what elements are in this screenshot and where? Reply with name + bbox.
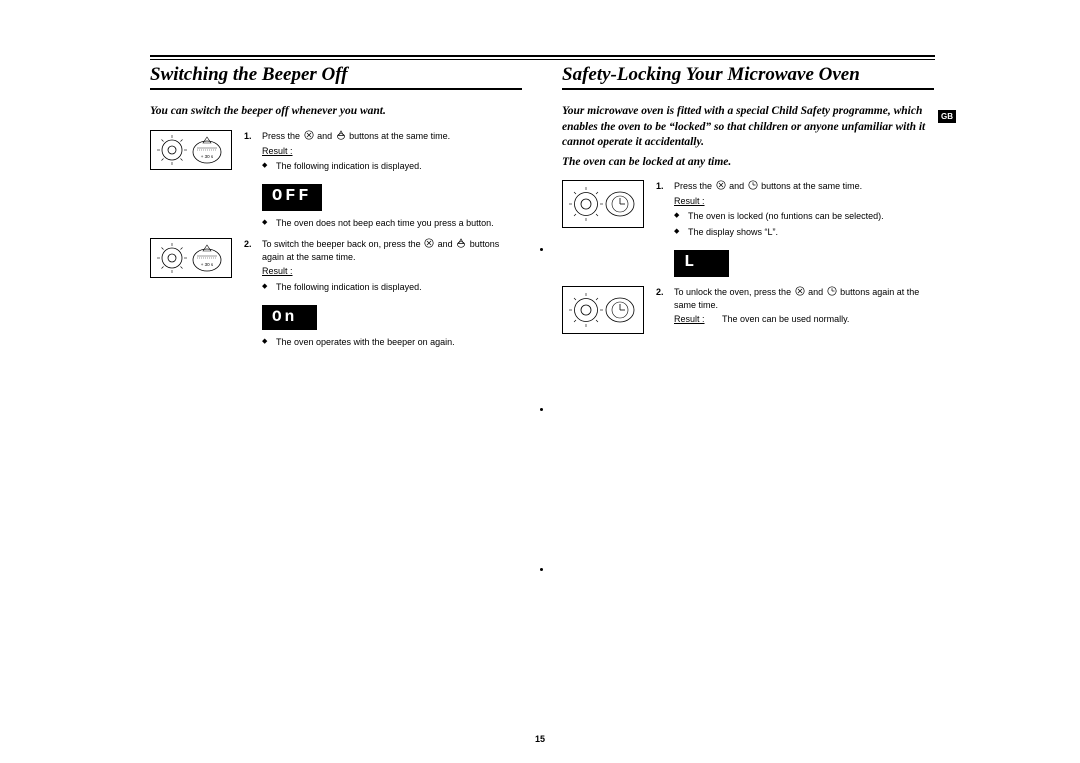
bullet-item: The following indication is displayed. xyxy=(262,281,522,293)
svg-text:+ 30 s: + 30 s xyxy=(201,154,214,159)
result-text: The oven can be used normally. xyxy=(722,313,934,325)
right-intro2: The oven can be locked at any time. xyxy=(562,155,934,171)
left-intro: You can switch the beeper off whenever y… xyxy=(150,104,522,120)
bullet-list: The oven operates with the beeper on aga… xyxy=(262,336,522,348)
left-lcd-off-row: OFF The oven does not beep each time you… xyxy=(150,181,522,232)
text-fragment: Press the xyxy=(262,131,300,141)
bullet-item: The following indication is displayed. xyxy=(262,160,522,172)
stop-cancel-icon xyxy=(795,286,805,299)
text-fragment: To switch the beeper back on, press the xyxy=(262,239,421,249)
page-content: Switching the Beeper Off You can switch … xyxy=(150,55,935,357)
svg-text:+ 30 s: + 30 s xyxy=(201,262,214,267)
left-step2-row: + 30 s 2. To switch the beeper back on, … xyxy=(150,238,522,296)
step-number: 1. xyxy=(656,180,674,207)
step-number: 1. xyxy=(244,130,262,157)
stop-cancel-icon xyxy=(424,238,434,251)
result-label: Result : xyxy=(262,265,293,277)
dial-panel-icon xyxy=(562,286,644,334)
start-icon xyxy=(456,238,466,251)
clock-icon xyxy=(827,286,837,299)
bullet-list: The oven is locked (no funtions can be s… xyxy=(674,210,934,237)
two-column-layout: Switching the Beeper Off You can switch … xyxy=(150,64,935,357)
right-lcd-l-row: L xyxy=(562,247,934,280)
text-fragment: and xyxy=(438,239,453,249)
stop-cancel-icon xyxy=(716,180,726,193)
right-step2-body: 2. To unlock the oven, press the and but… xyxy=(656,286,934,325)
step-number: 2. xyxy=(656,286,674,311)
left-step2-body: 2. To switch the beeper back on, press t… xyxy=(244,238,522,296)
bullet-item: The oven is locked (no funtions can be s… xyxy=(674,210,934,222)
bullet-item: The oven does not beep each time you pre… xyxy=(262,217,522,229)
right-intro1: Your microwave oven is fitted with a spe… xyxy=(562,104,934,151)
stop-cancel-icon xyxy=(304,130,314,143)
text-fragment: buttons at the same time. xyxy=(761,181,862,191)
text-fragment: and xyxy=(729,181,744,191)
dial-panel-icon: + 30 s xyxy=(150,130,232,170)
clock-icon xyxy=(748,180,758,193)
result-label: Result : xyxy=(262,145,293,157)
step-text: Press the and buttons at the same time. … xyxy=(674,180,934,207)
bullet-list: The following indication is displayed. xyxy=(262,160,522,172)
right-step2-row: 2. To unlock the oven, press the and but… xyxy=(562,286,934,334)
result-label: Result : xyxy=(674,313,722,325)
bullet-item: The display shows “L”. xyxy=(674,226,934,238)
step-number: 2. xyxy=(244,238,262,277)
bullet-list: The oven does not beep each time you pre… xyxy=(262,217,522,229)
lcd-display-off: OFF xyxy=(262,184,322,211)
step-text: Press the and buttons at the same time. … xyxy=(262,130,522,157)
right-heading: Safety-Locking Your Microwave Oven xyxy=(562,64,934,90)
lcd-display-l: L xyxy=(674,250,729,277)
right-column: Safety-Locking Your Microwave Oven GB Yo… xyxy=(542,64,934,357)
lcd-display-on: On xyxy=(262,305,317,331)
text-fragment: and xyxy=(808,287,823,297)
gb-badge: GB xyxy=(938,110,956,123)
result-label: Result : xyxy=(674,195,705,207)
left-column: Switching the Beeper Off You can switch … xyxy=(150,64,542,357)
bullet-list: The following indication is displayed. xyxy=(262,281,522,293)
page-number: 15 xyxy=(0,734,1080,744)
left-lcd-on-row: On The oven operates with the beeper on … xyxy=(150,302,522,352)
left-step1-row: + 30 s 1. Press the and buttons at the s… xyxy=(150,130,522,175)
step-text: To switch the beeper back on, press the … xyxy=(262,238,522,277)
bullet-item: The oven operates with the beeper on aga… xyxy=(262,336,522,348)
dial-panel-icon xyxy=(562,180,644,228)
text-fragment: Press the xyxy=(674,181,712,191)
result-row: Result : The oven can be used normally. xyxy=(674,313,934,325)
right-step1-body: 1. Press the and buttons at the same tim… xyxy=(656,180,934,241)
start-icon xyxy=(336,130,346,143)
left-heading: Switching the Beeper Off xyxy=(150,64,522,90)
right-step1-row: 1. Press the and buttons at the same tim… xyxy=(562,180,934,241)
dial-panel-icon: + 30 s xyxy=(150,238,232,278)
step-text: To unlock the oven, press the and button… xyxy=(674,286,934,311)
text-fragment: To unlock the oven, press the xyxy=(674,287,791,297)
left-step1-body: 1. Press the and buttons at the same tim… xyxy=(244,130,522,175)
top-rule-lines xyxy=(150,55,935,60)
text-fragment: and xyxy=(317,131,332,141)
text-fragment: buttons at the same time. xyxy=(349,131,450,141)
